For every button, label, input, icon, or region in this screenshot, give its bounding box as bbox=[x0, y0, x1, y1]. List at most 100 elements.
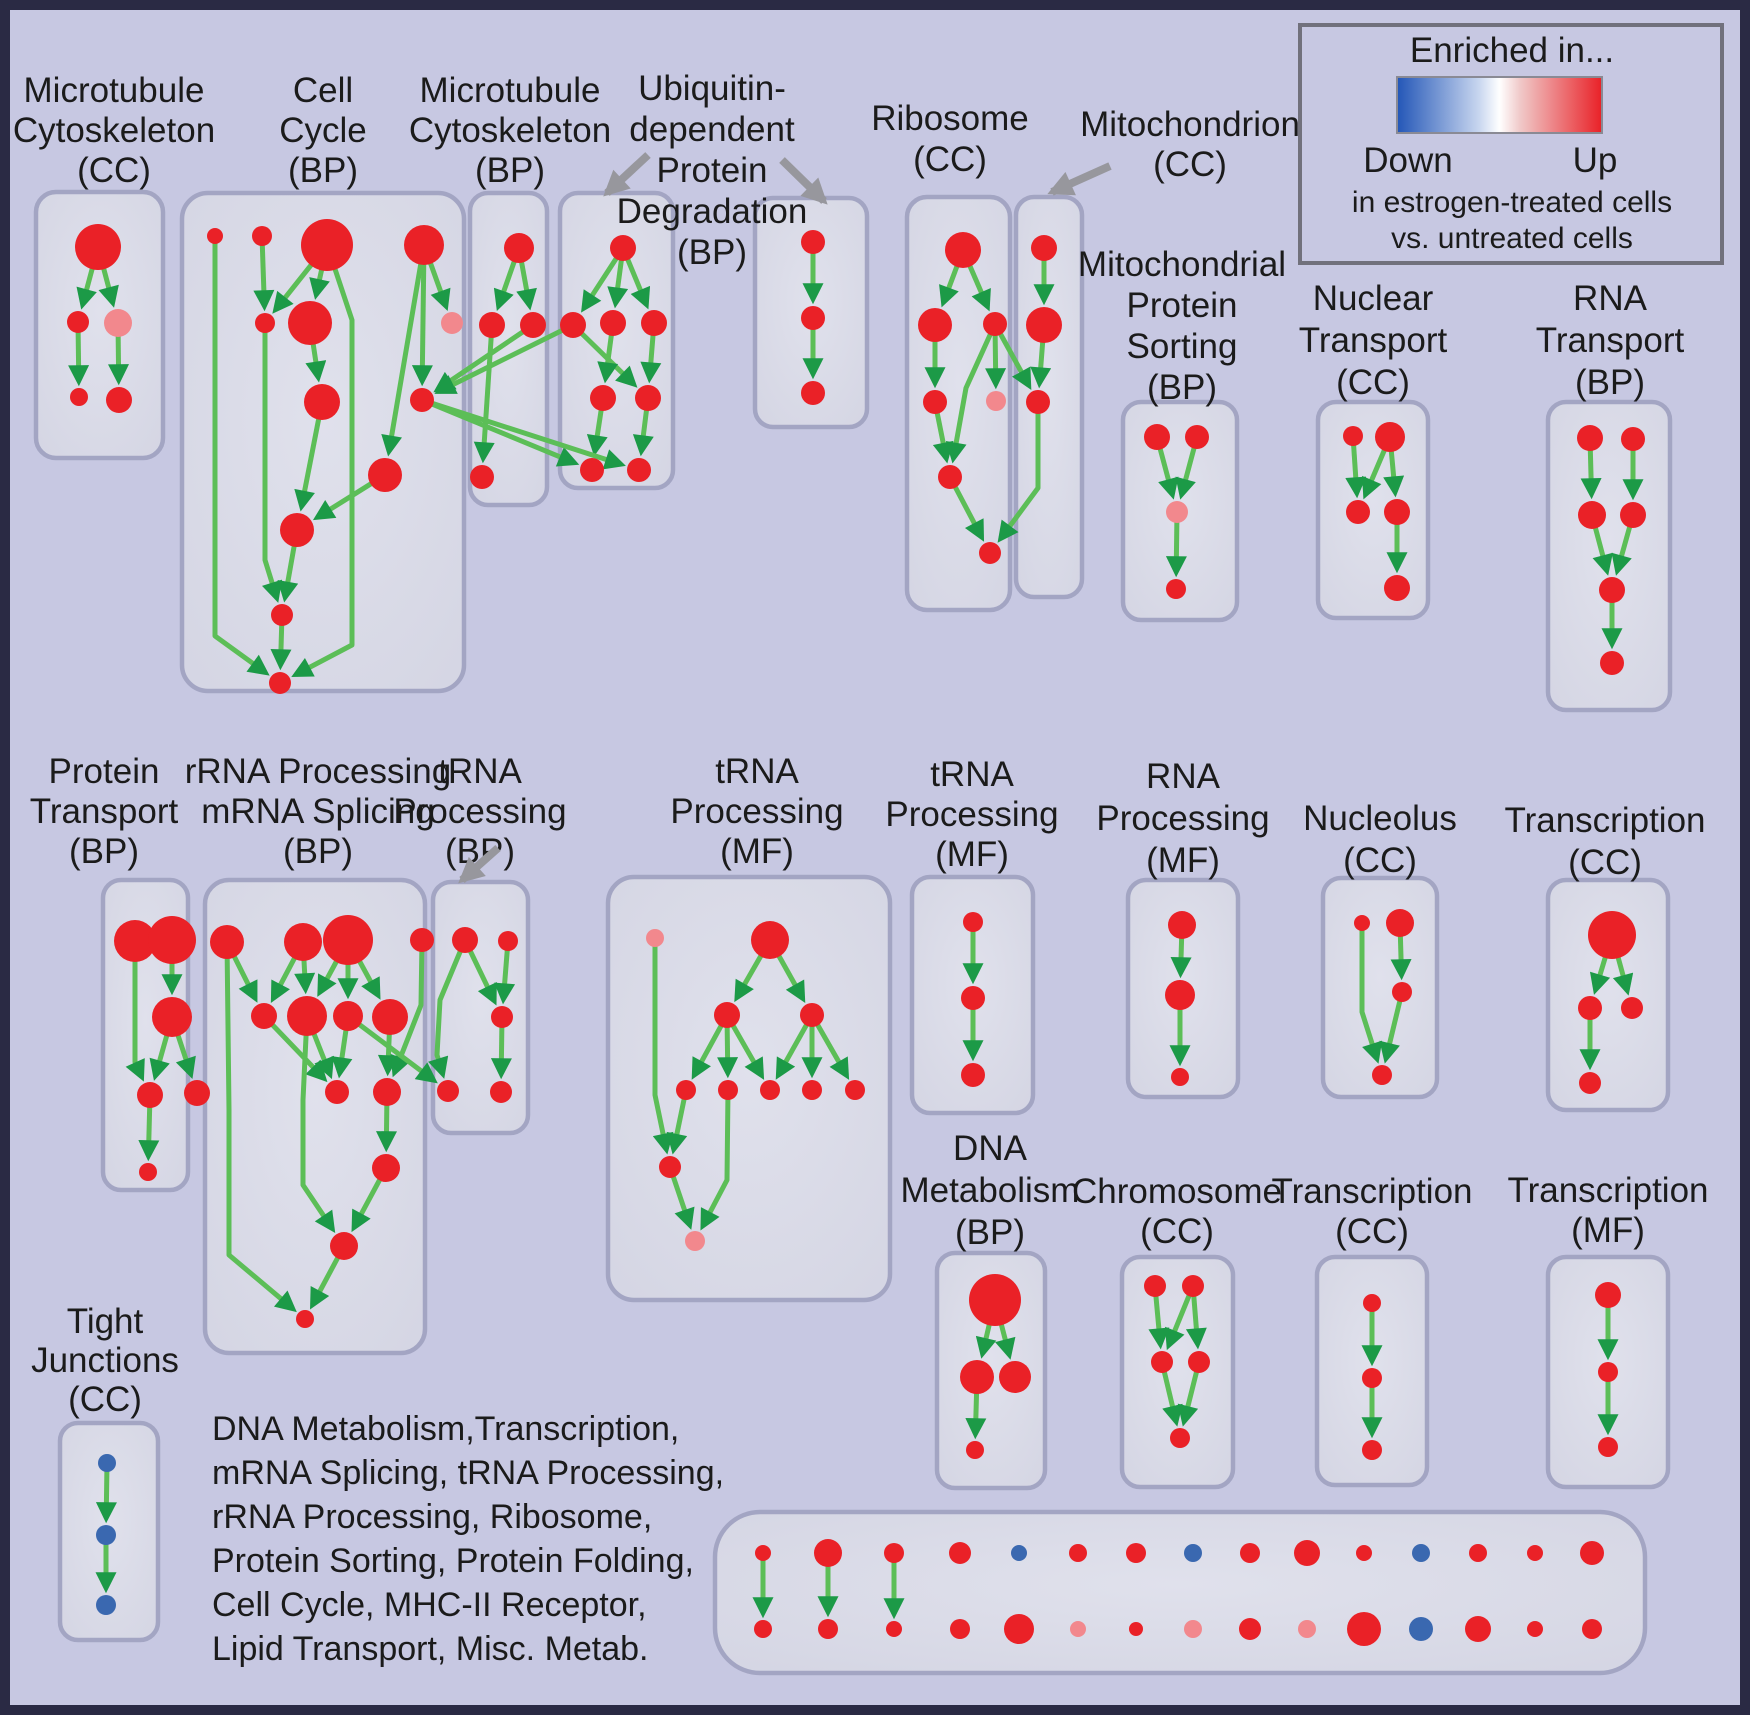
edge-ubiq-left-l1-m2 bbox=[571, 323, 638, 388]
cluster-label-mt-bp-line-0: Microtubule bbox=[420, 71, 601, 110]
cluster-label-protein-transport-line-0: Protein bbox=[49, 752, 160, 791]
node-misc-t12 bbox=[1412, 1544, 1430, 1562]
cluster-label-trna-mf-big-line-1: Processing bbox=[670, 792, 843, 831]
node-nucleolus-tl bbox=[1354, 915, 1370, 931]
node-transcription-mf-m bbox=[1598, 1362, 1618, 1382]
node-misc-t1 bbox=[755, 1545, 771, 1561]
edge-nucleolus-mr-b bbox=[1379, 991, 1405, 1064]
cluster-label-cell-cycle-line-0: Cell bbox=[293, 71, 353, 110]
node-cell-cycle-n9 bbox=[368, 458, 402, 492]
node-misc-b13 bbox=[1465, 1616, 1491, 1642]
cluster-label-mito-line-1: (CC) bbox=[1153, 145, 1227, 184]
node-rna-transport-tl bbox=[1577, 425, 1603, 451]
node-mt-bp-b bbox=[470, 465, 494, 489]
node-rrna-f bbox=[184, 1080, 210, 1106]
node-transcription-cc-bot-b bbox=[1362, 1440, 1382, 1460]
edge-trna-bp-tl-ql bbox=[428, 939, 468, 1079]
node-trna-mf-big-ml bbox=[714, 1002, 740, 1028]
node-cell-cycle-n5 bbox=[255, 313, 275, 333]
cluster-label-cell-cycle-line-1: Cycle bbox=[279, 111, 367, 150]
node-ribosome-ml bbox=[918, 308, 952, 342]
node-protein-transport-c bbox=[152, 997, 192, 1037]
cluster-label-ubiq-label-line-2: Protein bbox=[657, 151, 768, 190]
legend: Enriched in... Down Up in estrogen-treat… bbox=[1298, 23, 1724, 265]
node-trna-mf-small-t bbox=[963, 912, 983, 932]
cluster-box-nuclear-transport bbox=[1315, 399, 1431, 621]
node-misc-b8 bbox=[1184, 1620, 1202, 1638]
cluster-label-mps-line-2: Sorting bbox=[1127, 327, 1238, 366]
edge-rrna-g-u bbox=[224, 941, 297, 1313]
node-protein-transport-d bbox=[137, 1082, 163, 1108]
cluster-box-transcription-cc-mid bbox=[1545, 877, 1671, 1113]
node-transcription-cc-mid-t bbox=[1588, 911, 1636, 959]
cluster-label-nucleolus-line-0: Nucleolus bbox=[1303, 799, 1457, 838]
node-dna-metab-r bbox=[999, 1361, 1031, 1393]
cluster-label-ribosome-line-1: (CC) bbox=[913, 140, 987, 179]
legend-caption-line-1: vs. untreated cells bbox=[1391, 222, 1633, 255]
node-nuclear-transport-b bbox=[1384, 575, 1410, 601]
cluster-label-rrna-line-0: rRNA Processing bbox=[185, 752, 451, 791]
cluster-box-mt-cc bbox=[33, 189, 166, 461]
cluster-label-mt-bp-line-2: (BP) bbox=[475, 151, 545, 190]
node-misc-b14 bbox=[1527, 1621, 1543, 1637]
node-mps-m bbox=[1166, 501, 1188, 523]
edge-rrna-k-o bbox=[262, 1014, 328, 1083]
node-rrna-t bbox=[330, 1232, 358, 1260]
cluster-label-protein-transport-line-1: Transport bbox=[30, 792, 179, 831]
cluster-label-chromosome-line-0: Chromosome bbox=[1072, 1172, 1282, 1211]
node-ribosome-rl bbox=[923, 390, 947, 414]
node-chromosome-ml bbox=[1151, 1351, 1173, 1373]
node-ubiq-left-t bbox=[610, 235, 636, 261]
node-nucleolus-tr bbox=[1386, 909, 1414, 937]
edge-ribosome-mr-lo bbox=[945, 322, 998, 464]
edge-cell-cycle-n4-n9 bbox=[381, 244, 427, 457]
node-ribosome-lo bbox=[938, 465, 962, 489]
node-nuclear-transport-tl bbox=[1343, 426, 1363, 446]
cluster-label-tight-junctions-line-2: (CC) bbox=[68, 1380, 142, 1419]
cluster-label-transcription-cc-mid-line-0: Transcription bbox=[1505, 801, 1706, 840]
node-rrna-i bbox=[323, 915, 373, 965]
node-trna-mf-big-pk bbox=[646, 929, 664, 947]
node-mt-cc-d bbox=[70, 388, 88, 406]
node-cell-cycle-n3 bbox=[301, 219, 353, 271]
node-rrna-k bbox=[251, 1003, 277, 1029]
node-rna-proc-mf-b bbox=[1171, 1068, 1189, 1086]
node-misc-t4 bbox=[949, 1542, 971, 1564]
node-rrna-u bbox=[296, 1310, 314, 1328]
node-misc-b10 bbox=[1298, 1620, 1316, 1638]
node-mito-m bbox=[1026, 307, 1062, 343]
node-rrna-s bbox=[372, 1154, 400, 1182]
cluster-box-chromosome bbox=[1119, 1254, 1236, 1490]
node-rrna-j bbox=[410, 928, 434, 952]
cluster-label-mps-line-1: Protein bbox=[1127, 286, 1238, 325]
node-trna-bp-ql bbox=[437, 1080, 459, 1102]
edge-tight-junctions-t-m bbox=[95, 1462, 117, 1524]
cluster-label-trna-mf-small-line-2: (MF) bbox=[935, 835, 1009, 874]
node-trna-mf-big-l7 bbox=[659, 1156, 681, 1178]
edge-nucleolus-tl-b bbox=[1359, 923, 1383, 1064]
node-ubiq-left-b2 bbox=[627, 458, 651, 482]
cluster-label-mt-cc-line-2: (CC) bbox=[77, 151, 151, 190]
node-trna-mf-big-b2 bbox=[718, 1080, 738, 1100]
node-misc-t15 bbox=[1580, 1541, 1604, 1565]
node-misc-t6 bbox=[1069, 1544, 1087, 1562]
node-chromosome-tr bbox=[1182, 1275, 1204, 1297]
node-misc-t7 bbox=[1126, 1543, 1146, 1563]
cluster-label-nucleolus-line-1: (CC) bbox=[1343, 841, 1417, 880]
legend-label-down: Down bbox=[1363, 141, 1452, 180]
cluster-label-transcription-cc-bot-line-0: Transcription bbox=[1272, 1172, 1473, 1211]
node-misc-b7 bbox=[1129, 1622, 1143, 1636]
node-misc-t11 bbox=[1356, 1545, 1372, 1561]
node-cell-cycle-n7 bbox=[304, 384, 340, 420]
nodes-layer bbox=[67, 219, 1646, 1646]
cluster-label-chromosome-line-1: (CC) bbox=[1140, 1212, 1214, 1251]
cluster-label-mt-cc-line-1: Cytoskeleton bbox=[13, 111, 215, 150]
legend-caption-line-0: in estrogen-treated cells bbox=[1352, 186, 1672, 219]
node-mps-t2 bbox=[1185, 425, 1209, 449]
cluster-label-tight-junctions-line-1: Junctions bbox=[31, 1341, 179, 1380]
node-rrna-h bbox=[284, 923, 322, 961]
label-pointer-arrow-1 bbox=[603, 152, 651, 197]
node-trna-mf-small-m bbox=[961, 986, 985, 1010]
cluster-label-transcription-cc-mid-line-1: (CC) bbox=[1568, 843, 1642, 882]
